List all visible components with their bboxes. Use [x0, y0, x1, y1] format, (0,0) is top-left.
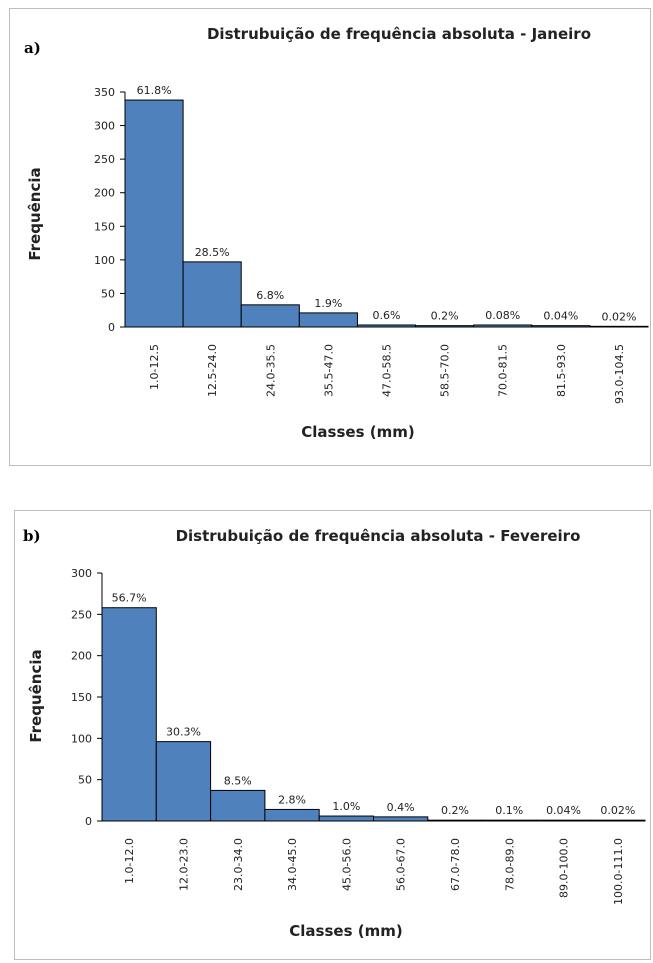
- y-tick-label: 50: [101, 287, 115, 300]
- category-label: 89.0-100.0: [558, 838, 571, 898]
- category-label: 12.5-24.0: [206, 344, 219, 397]
- y-tick-label: 150: [94, 220, 115, 233]
- data-label: 61.8%: [137, 84, 172, 97]
- category-label: 23.0-34.0: [232, 838, 245, 891]
- category-label: 56.0-67.0: [395, 838, 408, 891]
- data-label: 0.02%: [601, 310, 636, 323]
- category-label: 58.5-70.0: [439, 344, 452, 397]
- chart-title: Distrubuição de frequência absoluta - Ja…: [207, 25, 591, 43]
- y-tick-label: 0: [108, 321, 115, 334]
- data-label: 1.9%: [314, 297, 342, 310]
- histogram-february: b) Distrubuição de frequência absoluta - …: [23, 527, 646, 940]
- category-label: 93.0-104.5: [613, 344, 626, 404]
- y-tick-label: 250: [71, 608, 92, 621]
- panel-letter: b): [23, 527, 41, 545]
- y-tick-label: 200: [71, 650, 92, 663]
- data-label: 28.5%: [195, 246, 230, 259]
- category-label: 67.0-78.0: [449, 838, 462, 891]
- data-label: 30.3%: [166, 726, 201, 739]
- data-label: 8.5%: [224, 774, 252, 787]
- y-tick-label: 200: [94, 187, 115, 200]
- category-label: 24.0-35.5: [264, 344, 277, 397]
- category-label: 70.0-81.5: [497, 344, 510, 397]
- chart-title: Distrubuição de frequência absoluta - Fe…: [176, 527, 581, 545]
- category-label: 1.0-12.5: [148, 344, 161, 390]
- data-label: 0.08%: [485, 309, 520, 322]
- category-label: 81.5-93.0: [555, 344, 568, 397]
- data-label: 0.04%: [543, 310, 578, 323]
- bar-35.5-47.0: [298, 312, 358, 328]
- data-label: 0.02%: [600, 804, 635, 817]
- category-label: 35.5-47.0: [322, 344, 335, 397]
- bar-23.0-34.0: [210, 789, 266, 822]
- bar-24.0-35.5: [240, 304, 300, 328]
- bar-34.0-45.0: [264, 808, 320, 822]
- y-tick-label: 0: [85, 815, 92, 828]
- chart-panel-january: a) Distrubuição de frequência absoluta - …: [9, 8, 651, 466]
- y-tick-label: 350: [94, 86, 115, 99]
- bar-12.5-24.0: [182, 261, 242, 328]
- category-label: 12.0-23.0: [177, 838, 190, 891]
- bar-1.0-12.5: [124, 99, 184, 328]
- histogram-january: a) Distrubuição de frequência absoluta - …: [24, 25, 649, 441]
- bar-56.0-67.0: [373, 816, 429, 822]
- bar-12.0-23.0: [155, 741, 212, 822]
- panel-letter: a): [24, 39, 41, 57]
- y-tick-label: 100: [71, 732, 92, 745]
- category-label: 78.0-89.0: [503, 838, 516, 891]
- y-tick-label: 150: [71, 691, 92, 704]
- data-label: 0.4%: [387, 801, 415, 814]
- chart-panel-february: b) Distrubuição de frequência absoluta - …: [14, 510, 651, 960]
- data-label: 0.1%: [495, 804, 523, 817]
- category-label: 1.0-12.0: [123, 838, 136, 884]
- data-label: 0.2%: [431, 310, 459, 323]
- y-tick-label: 300: [71, 567, 92, 580]
- x-axis-label: Classes (mm): [289, 922, 402, 940]
- y-axis-label: Frequência: [26, 167, 44, 260]
- data-label: 56.7%: [112, 592, 147, 605]
- y-tick-label: 300: [94, 120, 115, 133]
- data-label: 6.8%: [256, 289, 284, 302]
- data-label: 2.8%: [278, 793, 306, 806]
- bar-1.0-12.0: [101, 607, 157, 822]
- category-label: 100.0-111.0: [612, 838, 625, 905]
- category-label: 47.0-58.5: [381, 344, 394, 397]
- y-tick-label: 100: [94, 254, 115, 267]
- category-label: 45.0-56.0: [340, 838, 353, 891]
- data-label: 0.6%: [373, 309, 401, 322]
- y-tick-label: 250: [94, 153, 115, 166]
- data-label: 1.0%: [332, 800, 360, 813]
- y-axis-label: Frequência: [27, 649, 45, 742]
- data-label: 0.2%: [441, 804, 469, 817]
- bar-45.0-56.0: [318, 815, 375, 822]
- category-label: 34.0-45.0: [286, 838, 299, 891]
- y-tick-label: 50: [78, 774, 92, 787]
- x-axis-label: Classes (mm): [301, 423, 414, 441]
- data-label: 0.04%: [546, 804, 581, 817]
